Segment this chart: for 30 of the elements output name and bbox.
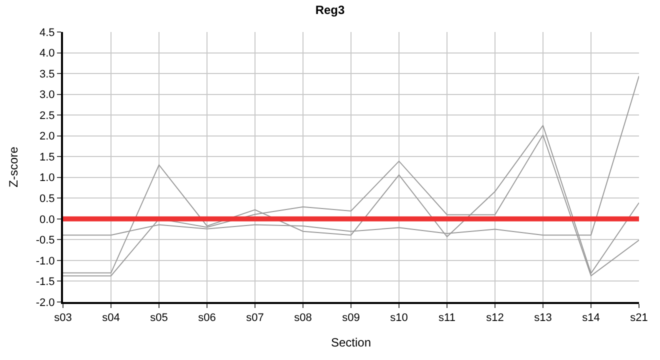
y-tick-label: -2.0 (36, 296, 55, 309)
y-tick-label: 2.0 (40, 130, 55, 143)
y-tick-label: 2.5 (40, 110, 55, 122)
x-tick-label: s13 (534, 312, 552, 324)
x-axis-title: Section (330, 336, 372, 350)
x-tick-label: s07 (246, 312, 264, 324)
x-tick-label: s03 (54, 312, 72, 324)
x-tick-label: s10 (390, 312, 408, 324)
y-tick-label: -0.5 (36, 234, 55, 247)
y-tick-label: 4.0 (40, 48, 55, 60)
x-tick-label: s06 (198, 312, 216, 324)
y-tick-label: -1.5 (36, 276, 55, 288)
x-tick-label: s21 (630, 312, 648, 324)
y-tick-label: 1.0 (40, 172, 55, 184)
x-tick-label: s14 (582, 312, 600, 324)
y-tick-label: 4.5 (40, 26, 55, 39)
y-tick-label: 3.0 (40, 89, 55, 102)
chart-title: Reg3 (315, 2, 345, 17)
x-tick-label: s04 (102, 312, 120, 324)
x-tick-label: s11 (438, 312, 456, 324)
y-axis-title: Z-score (6, 146, 21, 188)
y-tick-label: 0.0 (40, 214, 55, 226)
x-tick-label: s09 (342, 312, 360, 324)
x-tick-label: s08 (294, 312, 312, 324)
y-tick-label: 0.5 (40, 193, 55, 205)
y-tick-label: -1.0 (36, 255, 55, 268)
x-tick-label: s05 (150, 312, 168, 324)
y-tick-label: 1.5 (40, 151, 55, 164)
x-tick-label: s12 (486, 312, 504, 324)
y-tick-label: 3.5 (40, 68, 55, 80)
